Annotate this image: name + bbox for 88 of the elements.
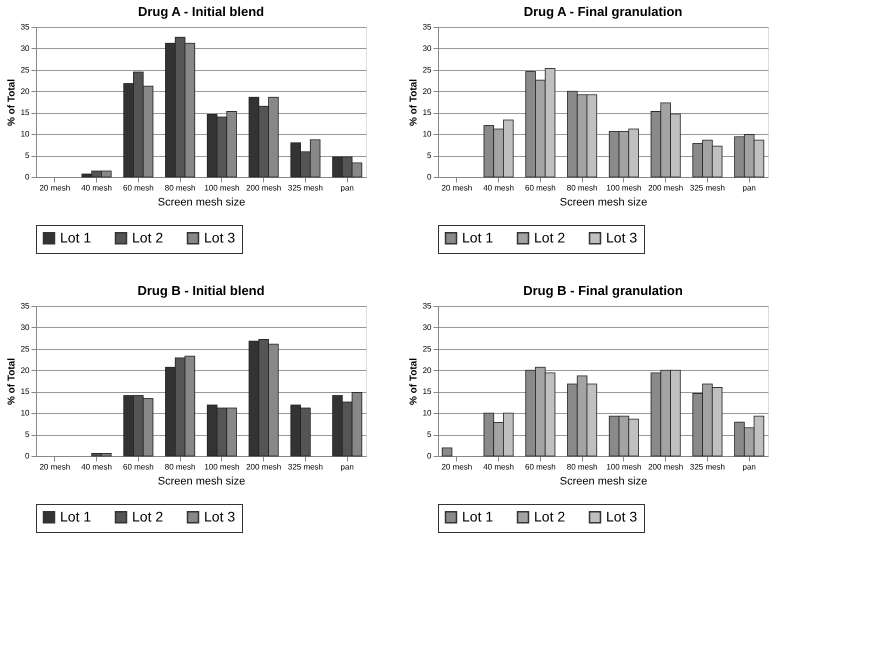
x-tick-label: 20 mesh xyxy=(39,184,70,192)
y-tick-label: 10 xyxy=(20,408,30,418)
y-tick-label: 25 xyxy=(422,65,432,74)
x-tick-label: 80 mesh xyxy=(164,184,196,192)
x-tick-label: pan xyxy=(340,184,354,192)
x-tick-label: 100 mesh xyxy=(204,462,240,472)
y-tick-label: 15 xyxy=(20,387,30,396)
x-tick-label: pan xyxy=(340,462,354,472)
x-tick-label: 200 mesh xyxy=(246,184,282,192)
legend-label: Lot 1 xyxy=(462,508,494,524)
x-tick-label: 200 mesh xyxy=(246,462,282,472)
y-tick-label: 5 xyxy=(25,430,30,440)
x-tick-label: 100 mesh xyxy=(606,184,642,192)
chart-title: Drug A - Final granulation xyxy=(524,4,682,19)
x-tick-label: pan xyxy=(742,184,756,192)
y-tick-label: 35 xyxy=(422,22,432,32)
y-tick-label: 15 xyxy=(422,387,432,396)
legend-label: Lot 2 xyxy=(132,508,164,524)
y-tick-label: 5 xyxy=(25,151,30,160)
x-tick-label: 40 mesh xyxy=(483,462,514,472)
y-tick-label: 25 xyxy=(20,65,30,74)
y-tick-label: 0 xyxy=(427,452,432,460)
y-tick-label: 20 xyxy=(422,366,432,375)
y-tick-label: 0 xyxy=(25,172,30,182)
y-tick-label: 20 xyxy=(422,86,432,96)
x-tick-label: 40 mesh xyxy=(81,184,112,192)
x-axis-title: Screen mesh size xyxy=(158,196,246,208)
x-tick-label: 60 mesh xyxy=(525,462,556,472)
y-axis-title: % of Total xyxy=(408,78,420,126)
legend-label: Lot 3 xyxy=(204,229,236,246)
x-tick-label: 20 mesh xyxy=(39,462,70,472)
x-tick-label: 80 mesh xyxy=(566,184,598,192)
y-tick-label: 25 xyxy=(20,344,30,354)
y-tick-label: 30 xyxy=(20,322,30,332)
y-tick-label: 5 xyxy=(427,430,432,440)
x-tick-label: 200 mesh xyxy=(648,462,684,472)
x-tick-label: 60 mesh xyxy=(525,184,556,192)
y-tick-label: 10 xyxy=(422,408,432,418)
y-tick-label: 0 xyxy=(427,172,432,182)
x-tick-label: 100 mesh xyxy=(606,462,642,472)
legend-label: Lot 2 xyxy=(534,229,566,246)
chart-title: Drug A - Initial blend xyxy=(138,4,264,19)
x-axis-title: Screen mesh size xyxy=(560,196,648,208)
chart-title: Drug B - Initial blend xyxy=(137,283,265,298)
x-tick-label: 80 mesh xyxy=(164,462,196,472)
x-tick-label: 325 mesh xyxy=(690,184,725,192)
chart-title: Drug B - Final granulation xyxy=(523,283,683,298)
legend-label: Lot 2 xyxy=(132,229,164,246)
x-tick-label: 20 mesh xyxy=(441,462,472,472)
legend-label: Lot 3 xyxy=(606,229,638,246)
y-tick-label: 35 xyxy=(20,302,30,310)
x-tick-label: 40 mesh xyxy=(483,184,514,192)
y-tick-label: 20 xyxy=(20,366,30,375)
x-tick-label: 325 mesh xyxy=(288,184,323,192)
x-tick-label: 40 mesh xyxy=(81,462,112,472)
y-tick-label: 35 xyxy=(422,302,432,310)
legend-label: Lot 1 xyxy=(60,229,92,246)
x-tick-label: 325 mesh xyxy=(690,462,725,472)
y-tick-label: 15 xyxy=(422,108,432,118)
legend-label: Lot 1 xyxy=(60,508,92,524)
y-tick-label: 25 xyxy=(422,344,432,354)
x-tick-label: 100 mesh xyxy=(204,184,240,192)
x-axis-title: Screen mesh size xyxy=(158,476,246,488)
x-axis-title: Screen mesh size xyxy=(560,476,648,488)
y-tick-label: 5 xyxy=(427,151,432,160)
y-tick-label: 30 xyxy=(422,44,432,53)
x-tick-label: 200 mesh xyxy=(648,184,684,192)
y-tick-label: 35 xyxy=(20,22,30,32)
y-axis-title: % of Total xyxy=(408,358,420,406)
y-tick-label: 30 xyxy=(422,322,432,332)
y-tick-label: 0 xyxy=(25,452,30,460)
x-tick-label: 60 mesh xyxy=(123,184,154,192)
x-tick-label: 60 mesh xyxy=(123,462,154,472)
y-tick-label: 10 xyxy=(422,130,432,139)
legend-label: Lot 1 xyxy=(462,229,494,246)
y-tick-label: 10 xyxy=(20,130,30,139)
y-axis-title: % of Total xyxy=(6,358,18,406)
x-tick-label: 325 mesh xyxy=(288,462,323,472)
x-tick-label: 20 mesh xyxy=(441,184,472,192)
x-tick-label: 80 mesh xyxy=(566,462,598,472)
legend-label: Lot 3 xyxy=(204,508,236,524)
x-tick-label: pan xyxy=(742,462,756,472)
y-tick-label: 15 xyxy=(20,108,30,118)
y-tick-label: 20 xyxy=(20,86,30,96)
legend-label: Lot 2 xyxy=(534,508,566,524)
legend-label: Lot 3 xyxy=(606,508,638,524)
y-axis-title: % of Total xyxy=(6,78,18,126)
y-tick-label: 30 xyxy=(20,44,30,53)
